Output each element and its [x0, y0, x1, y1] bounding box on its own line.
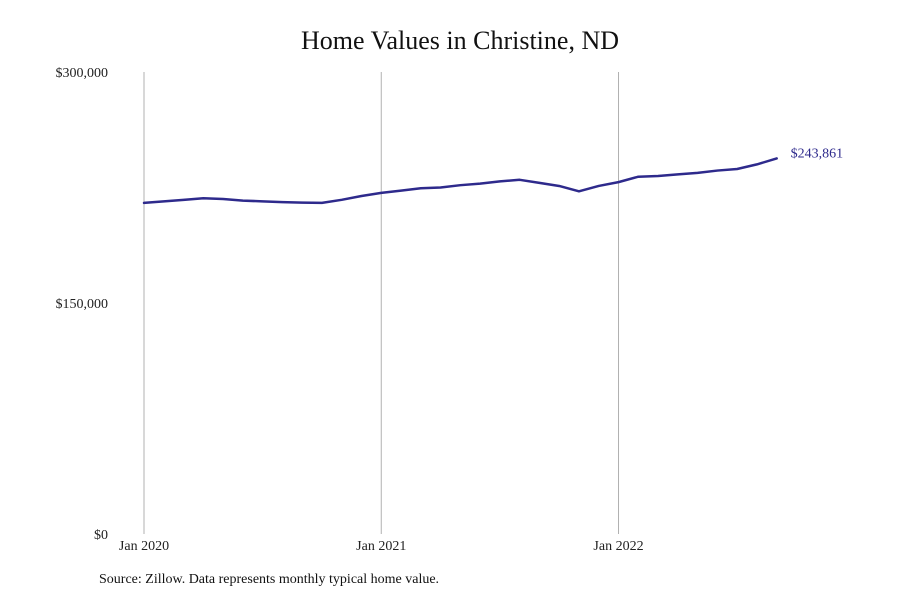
end-value-label: $243,861: [791, 146, 844, 161]
x-tick-label: Jan 2021: [356, 539, 406, 554]
series-layer: $243,861: [142, 146, 844, 205]
y-tick-label: $150,000: [56, 297, 109, 312]
x-tick-label: Jan 2020: [119, 539, 169, 554]
source-note: Source: Zillow. Data represents monthly …: [99, 572, 440, 587]
y-tick-label: $0: [94, 528, 108, 543]
y-tick-label: $300,000: [56, 66, 109, 81]
chart-title: Home Values in Christine, ND: [301, 26, 619, 55]
gridlines: [143, 72, 620, 534]
x-tick-label: Jan 2022: [593, 539, 643, 554]
series-line: [142, 157, 778, 205]
y-axis: $0 $150,000 $300,000: [56, 66, 109, 543]
x-axis: Jan 2020 Jan 2021 Jan 2022: [119, 539, 644, 554]
